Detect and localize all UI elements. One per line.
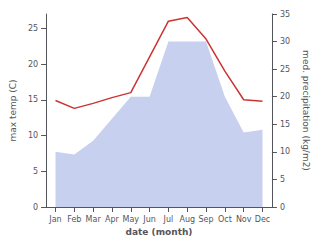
svg-text:5: 5 (280, 175, 285, 184)
svg-text:Aug: Aug (179, 215, 195, 224)
svg-text:0: 0 (33, 203, 38, 212)
svg-text:May: May (122, 215, 139, 224)
svg-text:med. precipitation (kg/m2): med. precipitation (kg/m2) (301, 50, 311, 171)
svg-text:Nov: Nov (236, 215, 252, 224)
svg-text:Jul: Jul (163, 215, 174, 224)
svg-text:20: 20 (28, 60, 38, 69)
svg-text:30: 30 (280, 37, 290, 46)
svg-text:Sep: Sep (199, 215, 214, 224)
svg-text:10: 10 (28, 131, 38, 140)
svg-text:20: 20 (280, 92, 290, 101)
svg-text:25: 25 (280, 65, 290, 74)
svg-text:Jan: Jan (48, 215, 61, 224)
svg-text:date (month): date (month) (126, 227, 193, 237)
svg-text:25: 25 (28, 24, 38, 33)
svg-text:Jun: Jun (142, 215, 156, 224)
svg-text:15: 15 (28, 95, 38, 104)
svg-text:Oct: Oct (218, 215, 232, 224)
svg-text:10: 10 (280, 147, 290, 156)
svg-text:Apr: Apr (105, 215, 120, 224)
svg-text:5: 5 (33, 167, 38, 176)
svg-text:Feb: Feb (67, 215, 81, 224)
svg-text:max temp (C): max temp (C) (8, 79, 18, 141)
svg-text:Dec: Dec (255, 215, 270, 224)
svg-text:Mar: Mar (86, 215, 102, 224)
svg-text:35: 35 (280, 10, 290, 19)
svg-text:15: 15 (280, 120, 290, 129)
svg-text:0: 0 (280, 203, 285, 212)
